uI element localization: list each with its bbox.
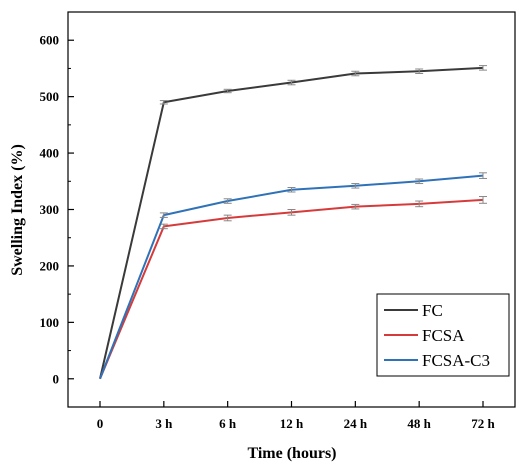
legend: FC FCSA FCSA-C3 [376, 293, 510, 377]
y-tick-label: 300 [40, 202, 60, 217]
y-tick-label: 500 [40, 89, 60, 104]
error-bar [479, 196, 487, 204]
error-bar [351, 183, 360, 189]
error-bar [223, 198, 232, 204]
error-bar [351, 70, 360, 77]
error-bar [159, 212, 168, 218]
error-bar [479, 65, 487, 71]
y-tick-label: 0 [53, 371, 60, 386]
y-tick-label: 100 [40, 315, 60, 330]
x-tick-label: 48 h [407, 416, 431, 431]
x-axis-title: Time (hours) [247, 445, 336, 462]
x-tick-label: 12 h [280, 416, 304, 431]
x-tick-label: 24 h [344, 416, 368, 431]
y-tick-label: 200 [40, 258, 60, 273]
error-bar [223, 214, 232, 222]
error-bar [415, 68, 424, 75]
x-tick-label: 0 [97, 416, 104, 431]
y-axis-title: Swelling Index (%) [9, 144, 26, 276]
error-bar [415, 200, 424, 208]
error-bar [287, 209, 296, 216]
error-bar [351, 203, 360, 210]
y-tick-label: 400 [40, 146, 60, 161]
error-bar [415, 178, 424, 185]
error-bar [479, 172, 487, 179]
error-bar [287, 186, 296, 193]
y-tick-label: 600 [40, 33, 60, 48]
error-bar [287, 79, 296, 86]
error-bar [159, 100, 168, 105]
y-axis: 0 100 200 300 400 500 600 [40, 11, 74, 408]
error-bar [223, 88, 232, 94]
legend-label-fcsa: FCSA [422, 326, 465, 345]
x-tick-label: 72 h [471, 416, 495, 431]
legend-label-fcsa-c3: FCSA-C3 [422, 351, 490, 370]
x-tick-label: 3 h [155, 416, 173, 431]
x-axis: 0 3 h 6 h 12 h 24 h 48 h 72 h [97, 401, 496, 431]
legend-label-fc: FC [422, 301, 443, 320]
series-layer [99, 65, 487, 380]
x-tick-label: 6 h [219, 416, 237, 431]
